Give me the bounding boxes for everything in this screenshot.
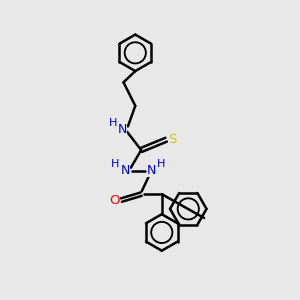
Text: N: N xyxy=(120,164,130,177)
Text: H: H xyxy=(157,159,165,169)
Text: H: H xyxy=(111,159,119,169)
Text: N: N xyxy=(147,164,156,177)
Text: N: N xyxy=(117,123,127,136)
Text: O: O xyxy=(110,194,120,207)
Text: S: S xyxy=(169,133,177,146)
Text: H: H xyxy=(109,118,117,128)
